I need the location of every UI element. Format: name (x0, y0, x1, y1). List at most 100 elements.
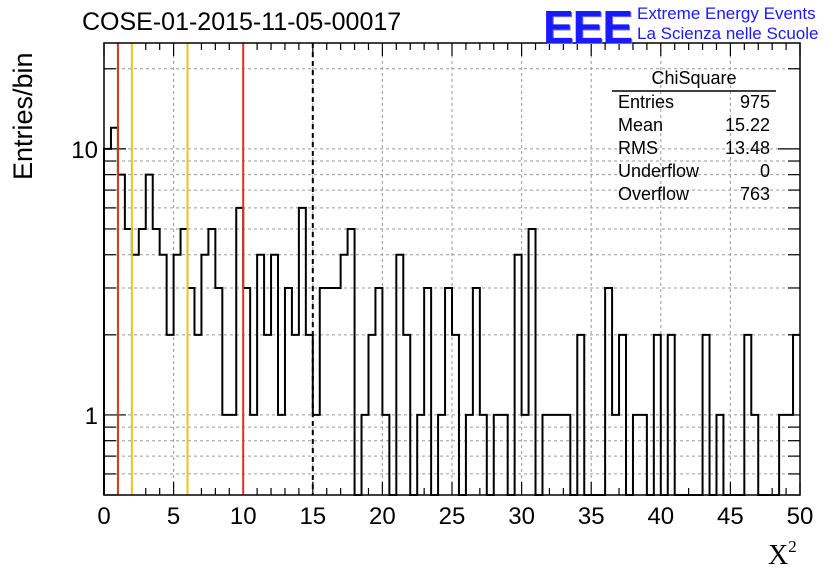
histogram-bin (292, 335, 299, 495)
logo-tagline-2: La Scienza nelle Scuole (637, 24, 819, 43)
stats-value: 975 (739, 92, 770, 112)
eee-logo: EEE (543, 1, 633, 53)
histogram-bin (494, 415, 501, 495)
histogram-bin (542, 415, 549, 495)
histogram-bin (257, 255, 264, 495)
histogram-bin (668, 335, 675, 495)
stats-key: Underflow (618, 161, 700, 181)
histogram-bin (139, 229, 146, 495)
x-tick-label: 30 (508, 503, 535, 530)
x-tick-label: 5 (167, 503, 180, 530)
histogram-bin (285, 288, 292, 495)
histogram-bin (174, 255, 181, 495)
histogram-bin (716, 415, 723, 495)
x-tick-labels: 0 5 10 15 20 25 30 35 40 45 50 (97, 503, 813, 530)
histogram-bin (786, 415, 793, 495)
histogram-bin (640, 415, 647, 495)
x-tick-label: 10 (230, 503, 257, 530)
histogram-bin (473, 288, 480, 495)
histogram-bin (515, 255, 522, 495)
histogram-bin (605, 288, 612, 495)
histogram-bin (529, 229, 536, 495)
histogram-bin (466, 415, 473, 495)
histogram-bin (403, 335, 410, 495)
histogram-bin (320, 288, 327, 495)
histogram-bin (104, 149, 111, 495)
histogram-bin (278, 415, 285, 495)
histogram-bin (793, 335, 800, 495)
histogram-bin (222, 415, 229, 495)
histogram-bin (362, 415, 369, 495)
histogram-bin (160, 255, 167, 495)
threshold-lines (116, 43, 314, 495)
histogram-bin (167, 335, 174, 495)
histogram-bin (153, 229, 160, 495)
histogram-bin (744, 335, 751, 495)
stats-key: Overflow (618, 184, 690, 204)
stats-key: RMS (618, 138, 658, 158)
x-axis-label-exponent: 2 (788, 537, 797, 556)
histogram-bin (779, 415, 786, 495)
histogram-bin (452, 335, 459, 495)
stats-value: 763 (739, 184, 770, 204)
histogram-bin (751, 415, 758, 495)
histogram-bin (181, 229, 188, 495)
histogram-bin (619, 335, 626, 495)
x-tick-label: 15 (299, 503, 326, 530)
histogram-bin (118, 175, 125, 495)
x-tick-label: 45 (717, 503, 744, 530)
histogram-bin (396, 255, 403, 495)
histogram-bin (522, 415, 529, 495)
histogram-bin (125, 229, 132, 495)
stats-key: Mean (618, 115, 664, 135)
histogram-bin (306, 335, 313, 495)
x-tick-label: 0 (97, 503, 110, 530)
stats-value: 15.22 (724, 115, 770, 135)
histogram-bin (236, 208, 243, 495)
x-tick-label: 20 (369, 503, 396, 530)
histogram-bin (549, 415, 556, 495)
histogram-bin (194, 335, 201, 495)
histogram-bin (229, 415, 236, 495)
stats-box-title: ChiSquare (651, 68, 737, 88)
histogram-bin (556, 415, 563, 495)
x-tick-label: 40 (647, 503, 674, 530)
histogram-bin (264, 335, 271, 495)
histogram-bin (250, 415, 257, 495)
histogram-bin (480, 415, 487, 495)
plot-frame (103, 42, 801, 496)
histogram-bin (208, 229, 215, 495)
histogram-bin (368, 335, 375, 495)
histogram-bin (146, 175, 153, 495)
chart-title: COSE-01-2015-11-05-00017 (82, 8, 402, 36)
histogram-bin (132, 255, 139, 495)
histogram-bin (243, 288, 250, 495)
y-tick-labels: 1 10 (71, 137, 98, 430)
histogram-bin (703, 335, 710, 495)
logo-tagline-1: Extreme Energy Events (637, 4, 816, 23)
histogram-bin (577, 335, 584, 495)
histogram-bin (334, 288, 341, 495)
y-tick-label: 1 (85, 403, 98, 430)
histogram-bin (215, 288, 222, 495)
histogram-bin (501, 415, 508, 495)
histogram-bin (327, 288, 334, 495)
histogram-bin (341, 255, 348, 495)
y-tick-label: 10 (71, 137, 98, 164)
histogram-bin (438, 415, 445, 495)
x-tick-label: 50 (787, 503, 814, 530)
histogram-bin (633, 415, 640, 495)
histogram-bin (445, 288, 452, 495)
histogram-bin (654, 335, 661, 495)
histogram-bin (188, 288, 195, 495)
histogram-bin (348, 229, 355, 495)
histogram-bin (271, 255, 278, 495)
histogram-bin (375, 288, 382, 495)
histogram-bin (563, 415, 570, 495)
histogram-bin (417, 415, 424, 495)
histogram-bin (612, 415, 619, 495)
x-tick-label: 25 (439, 503, 466, 530)
stats-value: 0 (759, 161, 770, 181)
histogram-bin (201, 255, 208, 495)
